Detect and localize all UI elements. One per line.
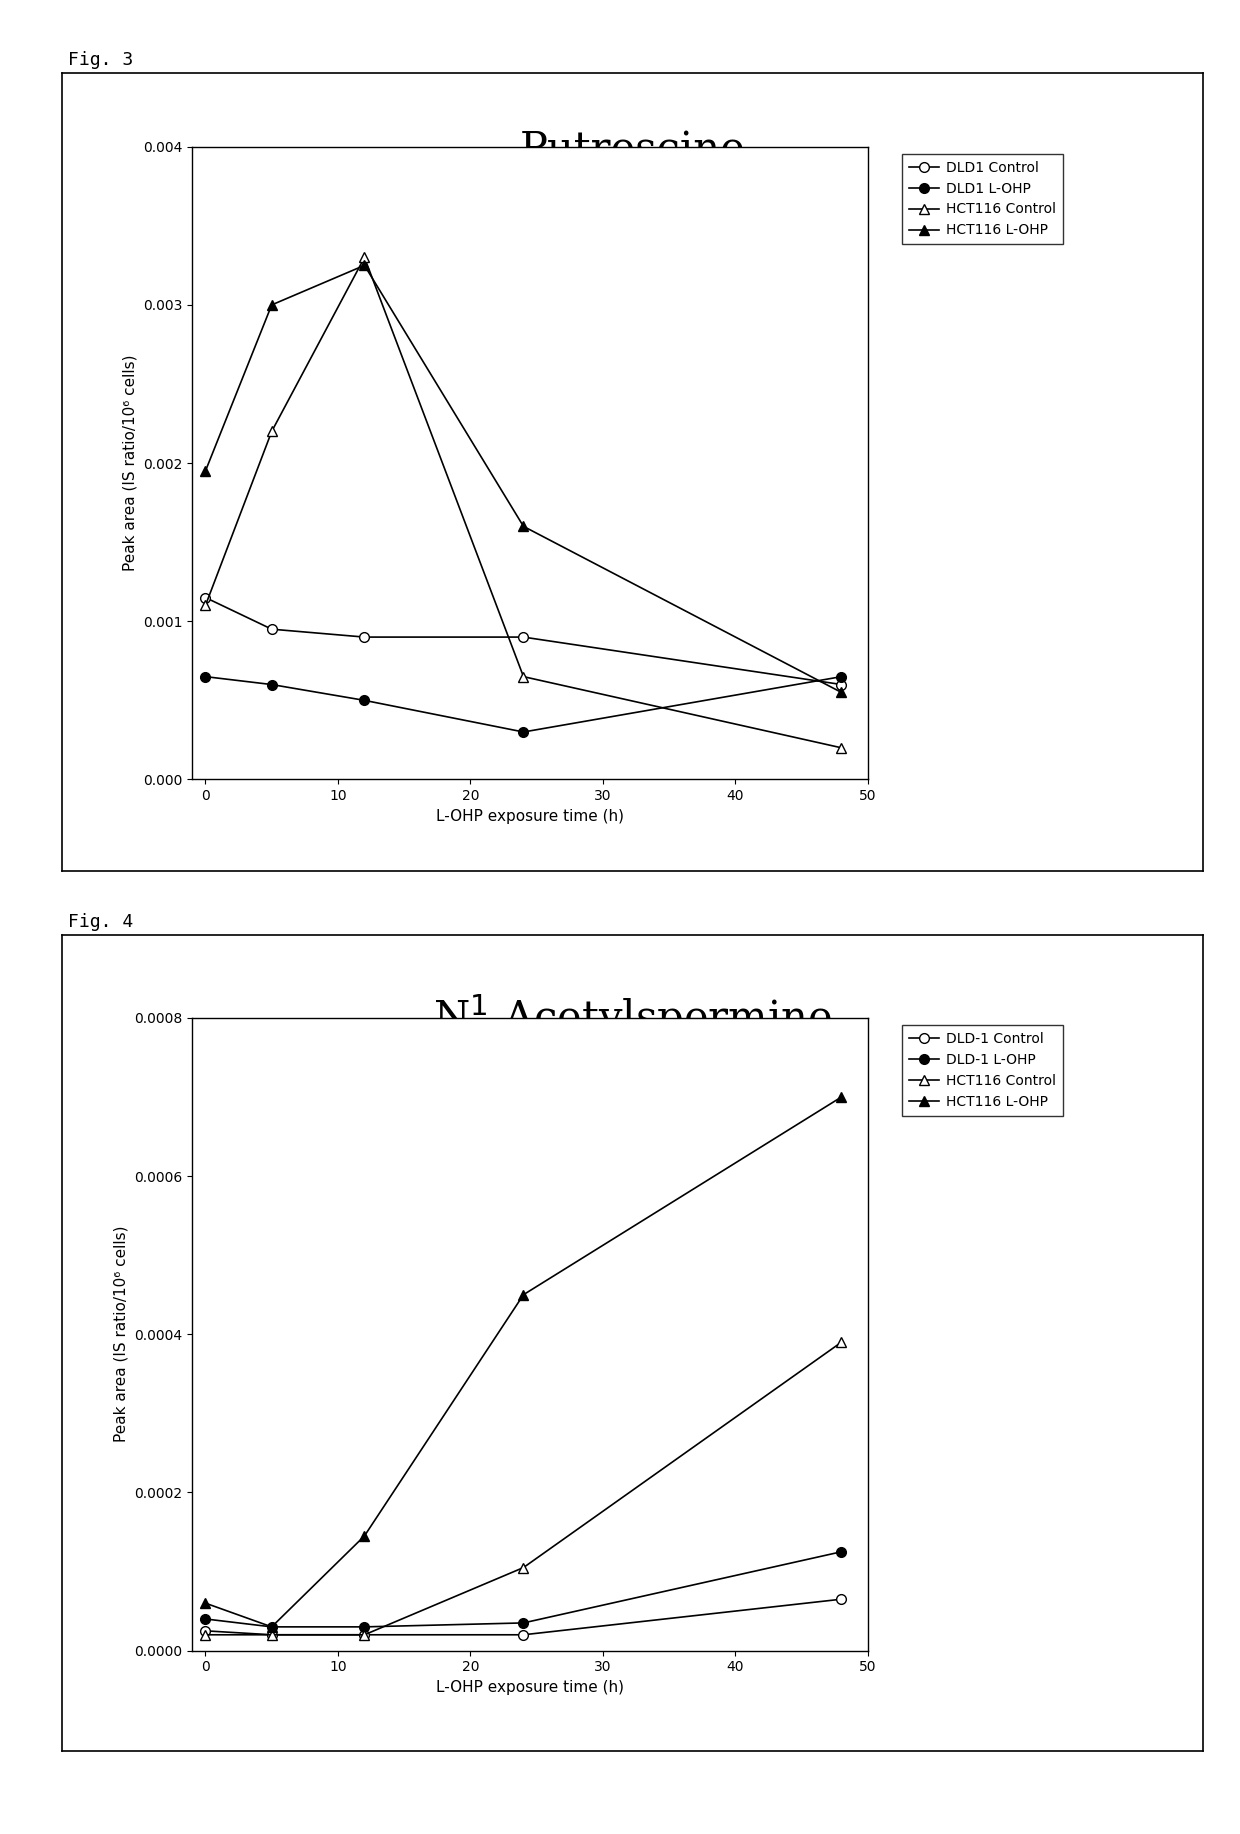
DLD-1 Control [357, 1623, 372, 1645]
HCT116 Control [516, 666, 531, 688]
DLD-1 L-OHP [835, 1541, 849, 1563]
HCT116 L-OHP [516, 515, 531, 537]
DLD-1 Control [516, 1623, 531, 1645]
HCT116 Control [264, 1623, 279, 1645]
DLD1 L-OHP [264, 673, 279, 695]
DLD1 Control [198, 587, 213, 609]
Text: Fig. 3: Fig. 3 [68, 51, 134, 70]
DLD1 L-OHP [198, 666, 213, 688]
DLD-1 Control [264, 1623, 279, 1645]
DLD-1 Control [835, 1588, 849, 1610]
DLD-1 L-OHP [264, 1616, 279, 1638]
DLD1 L-OHP [835, 666, 849, 688]
Line: DLD-1 L-OHP: DLD-1 L-OHP [201, 1546, 847, 1632]
HCT116 L-OHP [516, 1284, 531, 1306]
Line: DLD1 L-OHP: DLD1 L-OHP [201, 671, 847, 737]
DLD-1 L-OHP [516, 1612, 531, 1634]
HCT116 Control [835, 737, 849, 759]
HCT116 L-OHP [357, 255, 372, 277]
HCT116 Control [264, 420, 279, 442]
Line: HCT116 L-OHP: HCT116 L-OHP [201, 1091, 847, 1632]
HCT116 L-OHP [835, 682, 849, 704]
X-axis label: L-OHP exposure time (h): L-OHP exposure time (h) [436, 809, 624, 823]
HCT116 Control [357, 1623, 372, 1645]
Y-axis label: Peak area (IS ratio/10⁶ cells): Peak area (IS ratio/10⁶ cells) [123, 354, 138, 572]
HCT116 L-OHP [264, 1616, 279, 1638]
HCT116 Control [198, 1623, 213, 1645]
DLD-1 Control [198, 1619, 213, 1641]
DLD-1 L-OHP [198, 1608, 213, 1630]
DLD-1 L-OHP [357, 1616, 372, 1638]
HCT116 L-OHP [198, 460, 213, 482]
HCT116 L-OHP [264, 293, 279, 315]
DLD1 Control [264, 618, 279, 640]
DLD1 L-OHP [516, 721, 531, 743]
Line: HCT116 Control: HCT116 Control [201, 1337, 847, 1640]
Y-axis label: Peak area (IS ratio/10⁶ cells): Peak area (IS ratio/10⁶ cells) [114, 1225, 129, 1443]
HCT116 Control [835, 1331, 849, 1353]
Text: Fig. 4: Fig. 4 [68, 913, 134, 932]
Text: N$^1$-Acetylspermine: N$^1$-Acetylspermine [433, 992, 832, 1044]
HCT116 Control [198, 594, 213, 616]
X-axis label: L-OHP exposure time (h): L-OHP exposure time (h) [436, 1680, 624, 1695]
Text: Putrescine: Putrescine [520, 128, 745, 171]
Line: HCT116 Control: HCT116 Control [201, 253, 847, 752]
HCT116 Control [357, 246, 372, 268]
Line: HCT116 L-OHP: HCT116 L-OHP [201, 260, 847, 697]
Line: DLD-1 Control: DLD-1 Control [201, 1594, 847, 1640]
Legend: DLD1 Control, DLD1 L-OHP, HCT116 Control, HCT116 L-OHP: DLD1 Control, DLD1 L-OHP, HCT116 Control… [901, 154, 1064, 244]
DLD1 L-OHP [357, 690, 372, 712]
HCT116 L-OHP [198, 1592, 213, 1614]
HCT116 L-OHP [835, 1086, 849, 1108]
DLD1 Control [357, 625, 372, 647]
Legend: DLD-1 Control, DLD-1 L-OHP, HCT116 Control, HCT116 L-OHP: DLD-1 Control, DLD-1 L-OHP, HCT116 Contr… [901, 1025, 1064, 1115]
DLD1 Control [516, 625, 531, 647]
DLD1 Control [835, 673, 849, 695]
HCT116 L-OHP [357, 1524, 372, 1546]
Line: DLD1 Control: DLD1 Control [201, 592, 847, 690]
HCT116 Control [516, 1557, 531, 1579]
